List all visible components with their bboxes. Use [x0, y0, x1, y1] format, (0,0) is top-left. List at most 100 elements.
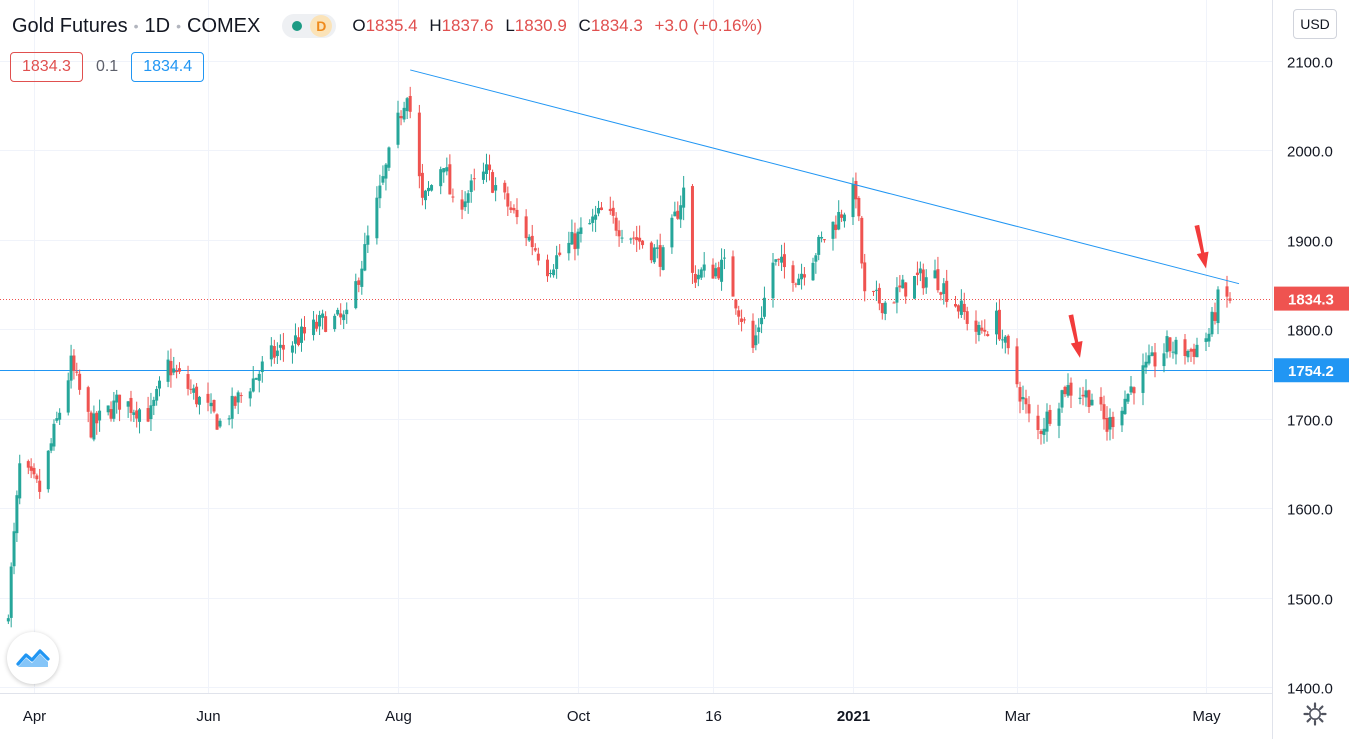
candle-body	[12, 531, 16, 567]
interval-label[interactable]: 1D	[144, 14, 171, 37]
candle-body	[915, 272, 919, 276]
price-labels: 1834.3 1754.2	[1274, 286, 1349, 383]
low-value: 1830.9	[514, 16, 567, 35]
candle-body	[1102, 404, 1106, 420]
candle-body	[533, 248, 537, 251]
tradingview-logo-icon[interactable]	[7, 632, 59, 684]
candle-body	[635, 237, 639, 241]
y-tick-label: 1800.0	[1287, 323, 1333, 340]
candle-body	[780, 256, 784, 263]
candle-body	[360, 268, 364, 287]
candle-body	[18, 463, 22, 499]
candle-body	[1063, 386, 1067, 395]
delayed-data-badge[interactable]: D	[310, 15, 333, 37]
candle-body	[1060, 390, 1064, 408]
candle-body	[339, 313, 343, 318]
candle-body	[696, 274, 700, 280]
candle-body	[720, 259, 724, 282]
candle-body	[714, 268, 718, 277]
candle-body	[189, 388, 193, 390]
candle-body	[831, 221, 835, 239]
annotation-arrows[interactable]	[1065, 224, 1212, 359]
candle-body	[594, 214, 598, 220]
quote-boxes: 1834.3 0.1 1834.4	[10, 52, 205, 82]
candle-body	[918, 268, 922, 274]
currency-button[interactable]: USD	[1293, 9, 1337, 39]
symbol-title[interactable]: Gold Futures	[12, 14, 128, 37]
candle-body	[814, 255, 818, 262]
candle-body	[1039, 430, 1043, 434]
candle-body	[212, 399, 216, 412]
candle-body	[296, 337, 300, 346]
candle-body	[760, 317, 764, 325]
x-axis: Apr Jun Aug Oct 16 2021 Mar May	[23, 708, 1221, 725]
candle-body	[670, 217, 674, 248]
candle-body	[1108, 417, 1112, 430]
candle-body	[617, 230, 621, 237]
candle-body	[939, 292, 943, 295]
candle-body	[275, 350, 279, 357]
candle-body	[32, 467, 36, 475]
candle-body	[936, 269, 940, 291]
candle-body	[797, 278, 801, 286]
candle-body	[614, 217, 618, 231]
high-value: 1837.6	[441, 16, 494, 35]
last-price-label-text: 1834.3	[1288, 292, 1334, 309]
candle-body	[290, 345, 294, 353]
candle-body	[820, 236, 824, 239]
candle-body	[387, 147, 391, 168]
candle-body	[822, 239, 826, 241]
candle-body	[272, 346, 276, 358]
candle-body	[655, 247, 659, 249]
buy-price-button[interactable]: 1834.4	[131, 52, 205, 82]
candle-body	[757, 327, 761, 332]
candle-body	[1099, 396, 1103, 405]
candle-body	[842, 214, 846, 222]
candle-body	[817, 236, 821, 255]
candle-body	[52, 423, 56, 447]
market-status-icon[interactable]: D	[282, 14, 337, 38]
candle-body	[254, 377, 258, 380]
gear-icon[interactable]	[1302, 701, 1328, 727]
candle-body	[269, 345, 273, 360]
candle-body	[55, 418, 59, 421]
candle-body	[1165, 336, 1169, 353]
candle-body	[1171, 351, 1175, 353]
candle-body	[649, 242, 653, 261]
candle-body	[1216, 289, 1220, 324]
candle-body	[895, 287, 899, 303]
y-tick-label: 1400.0	[1287, 681, 1333, 698]
candle-body	[717, 267, 721, 279]
candle-body	[570, 231, 574, 245]
candle-body	[396, 112, 400, 145]
candle-body	[324, 316, 328, 332]
candle-body	[491, 172, 495, 193]
candle-body	[811, 262, 815, 281]
sell-price-button[interactable]: 1834.3	[10, 52, 83, 82]
support-price-label-box	[1274, 358, 1349, 383]
candle-body	[1192, 348, 1196, 357]
candle-body	[702, 264, 706, 271]
candle-body	[1006, 335, 1010, 349]
candle-body	[722, 257, 726, 259]
candle-body	[155, 388, 159, 401]
candle-body	[945, 280, 949, 302]
candle-body	[676, 210, 680, 219]
candle-body	[921, 269, 925, 289]
candle-body	[58, 412, 62, 420]
candle-body	[913, 276, 916, 299]
candle-body	[72, 355, 76, 371]
candle-body	[166, 359, 170, 382]
candle-body	[711, 264, 715, 279]
arrow-shape	[1194, 224, 1209, 269]
candle-body	[1129, 386, 1133, 393]
candle-body	[620, 237, 624, 239]
trendline[interactable]	[410, 69, 1240, 285]
candle-body	[1204, 338, 1208, 342]
logo-mark-icon	[16, 649, 50, 667]
candle-body	[218, 420, 222, 427]
candle-body	[197, 396, 201, 405]
candle-body	[172, 368, 176, 373]
candle-body	[448, 164, 452, 195]
